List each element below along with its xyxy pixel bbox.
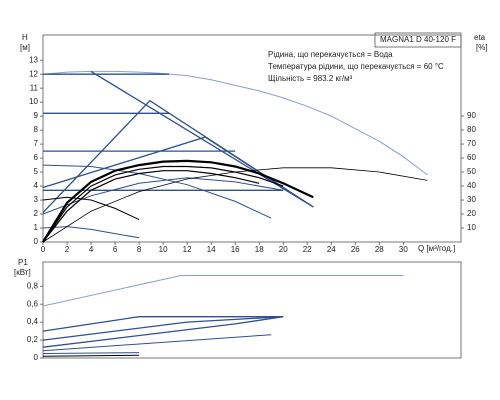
curve	[42, 316, 284, 332]
y-tick-label: 12	[29, 69, 38, 78]
x-tick-label: 28	[375, 245, 384, 254]
x-tick-label: 2	[65, 245, 70, 254]
x-tick-label: 14	[207, 245, 216, 254]
y-tick-label: 3	[34, 195, 39, 204]
y-tick-label: 10	[29, 97, 38, 106]
top-frame	[42, 34, 462, 243]
curve	[42, 316, 284, 348]
y-tick-label: 0,6	[27, 299, 39, 308]
y-label: H	[22, 33, 28, 42]
y-tick-label: 0,4	[27, 317, 39, 326]
y2-tick-label: 20	[467, 209, 476, 218]
y-tick-label: 0	[34, 237, 39, 246]
y2-tick-label: 50	[467, 167, 476, 176]
chart-title: MAGNA1 D 40-120 F	[380, 35, 456, 44]
y-unit: [кВт]	[14, 268, 31, 277]
y2-tick-label: 40	[467, 181, 476, 190]
x-tick-label: 16	[231, 245, 240, 254]
y-unit: [м]	[20, 43, 30, 52]
x-tick-label: 4	[89, 245, 94, 254]
y2-label: eta	[474, 33, 486, 42]
y-label: P1	[18, 258, 28, 267]
curve	[42, 167, 428, 243]
curve	[42, 334, 272, 352]
x-tick-label: 22	[303, 245, 312, 254]
x-tick-label: 18	[255, 245, 264, 254]
y-tick-label: 8	[34, 125, 39, 134]
curve	[42, 164, 272, 219]
curve	[42, 196, 140, 221]
y-tick-label: 0,2	[27, 335, 39, 344]
y-tick-label: 4	[34, 181, 39, 190]
curve	[42, 275, 404, 307]
y2-tick-label: 30	[467, 195, 476, 204]
x-label: Q [м³/год.]	[418, 244, 455, 253]
x-tick-label: 20	[279, 245, 288, 254]
curve	[42, 170, 260, 243]
curve	[42, 354, 140, 357]
bottom-frame	[42, 261, 462, 359]
y-tick-label: 5	[34, 167, 39, 176]
x-tick-label: 0	[41, 245, 46, 254]
curve	[42, 316, 284, 341]
y-tick-label: 0,8	[27, 281, 39, 290]
y-tick-label: 7	[34, 139, 39, 148]
x-tick-label: 30	[399, 245, 408, 254]
y2-tick-label: 60	[467, 153, 476, 162]
y-tick-label: 6	[34, 153, 39, 162]
annotation: Щільність = 983.2 кг/м³	[268, 74, 353, 83]
y2-unit: [%]	[476, 43, 488, 52]
annotation: Рідина, що перекачується = Вода	[268, 50, 393, 59]
title-box	[374, 32, 462, 48]
x-tick-label: 10	[159, 245, 168, 254]
annotation: Температура рідини, що перекачується = 6…	[268, 62, 444, 71]
curve	[42, 226, 140, 239]
y2-tick-label: 80	[467, 125, 476, 134]
x-tick-label: 12	[183, 245, 192, 254]
y-tick-label: 2	[34, 209, 39, 218]
y-tick-label: 1	[34, 223, 39, 232]
curve	[42, 352, 140, 354]
y2-tick-label: 10	[467, 223, 476, 232]
curve	[42, 159, 314, 243]
x-tick-label: 6	[113, 245, 118, 254]
y2-tick-label: 70	[467, 139, 476, 148]
y-tick-label: 13	[29, 55, 38, 64]
y-tick-label: 0	[34, 353, 39, 362]
y-tick-label: 9	[34, 111, 39, 120]
x-tick-label: 26	[351, 245, 360, 254]
y-tick-label: 11	[30, 83, 39, 92]
curve	[42, 165, 284, 243]
y2-tick-label: 90	[467, 111, 476, 120]
x-tick-label: 8	[137, 245, 142, 254]
curve	[42, 70, 428, 176]
x-tick-label: 24	[327, 245, 336, 254]
